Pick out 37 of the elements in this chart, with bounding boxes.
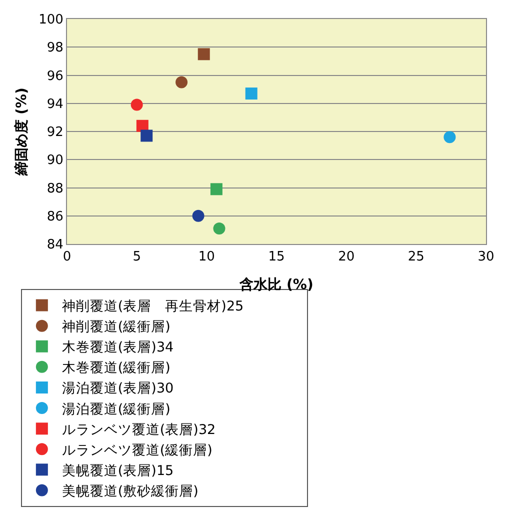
y-axis-title: 締固め度 (%) (13, 88, 30, 176)
y-tick-label: 90 (46, 153, 64, 168)
y-tick-label: 100 (38, 12, 64, 28)
point (140, 130, 153, 142)
legend-label: ルランベツ覆道(緩衝層) (62, 442, 212, 458)
point (245, 88, 258, 100)
point (192, 210, 204, 222)
x-tick-label: 10 (198, 250, 215, 265)
x-tick-label: 5 (132, 250, 141, 265)
x-axis-title: 含水比 (%) (238, 276, 314, 293)
legend-label: 木巻覆道(表層)34 (62, 340, 174, 356)
point (176, 76, 188, 88)
legend-label: 美幌覆道(表層)15 (62, 462, 174, 479)
y-tick-label: 98 (46, 40, 64, 56)
point (198, 48, 210, 60)
legend-label: 神削覆道(緩衝層) (62, 319, 170, 336)
y-tick-label: 94 (46, 96, 64, 112)
legend-label: 湯泊覆道(緩衝層) (62, 401, 170, 418)
point (444, 131, 456, 144)
x-tick-label: 25 (408, 250, 424, 265)
y-tick-label: 84 (46, 238, 64, 253)
x-tick-label: 0 (62, 250, 72, 265)
y-tick-label: 86 (46, 209, 64, 224)
x-tick-label: 20 (338, 250, 355, 265)
y-tick-label: 88 (46, 181, 64, 196)
x-tick-label: 30 (478, 250, 494, 265)
legend-label: 美幌覆道(敷砂緩衝層) (62, 483, 198, 500)
legend-label: 湯泊覆道(表層)30 (62, 380, 174, 397)
point (213, 222, 226, 235)
y-tick-label: 96 (46, 68, 64, 84)
legend-label: 神削覆道(表層 再生骨材)25 (62, 298, 244, 315)
x-tick-label: 15 (268, 250, 285, 265)
point (130, 98, 143, 111)
legend-label: ルランベツ覆道(表層)32 (62, 422, 216, 438)
legend-label: 木巻覆道(緩衝層) (62, 360, 170, 376)
point (210, 183, 222, 196)
y-tick-label: 92 (46, 125, 64, 140)
